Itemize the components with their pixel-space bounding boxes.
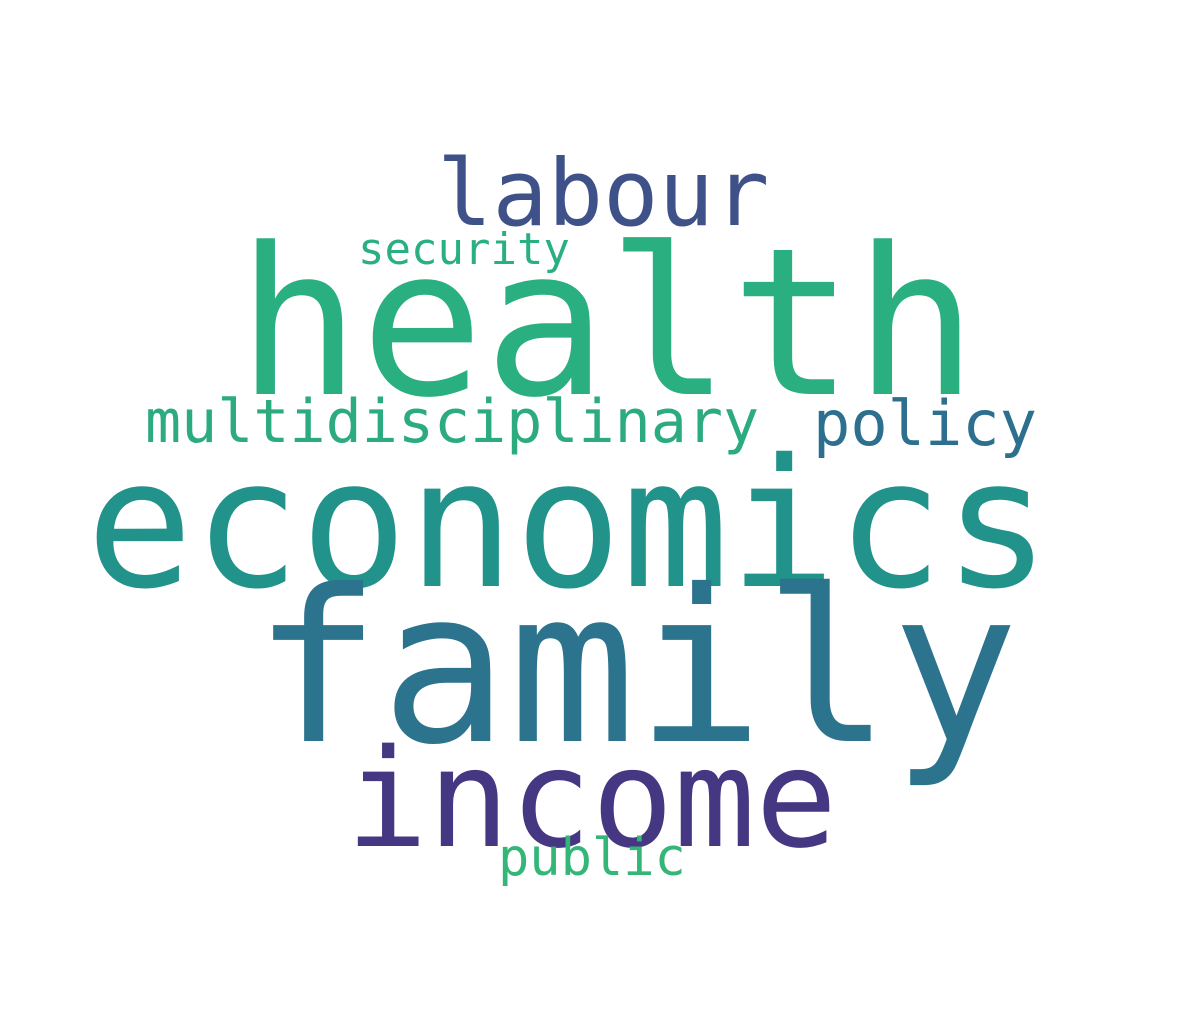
word-security: security <box>358 224 570 275</box>
word-income: income <box>346 721 838 879</box>
word-economics: economics <box>86 421 1051 628</box>
word-multidisciplinary: multidisciplinary <box>145 387 760 457</box>
word-family: family <box>253 544 1019 791</box>
word-labour: labour <box>437 140 770 247</box>
word-public: public <box>498 828 686 888</box>
word-health: health <box>237 205 978 443</box>
word-policy: policy <box>813 387 1037 460</box>
